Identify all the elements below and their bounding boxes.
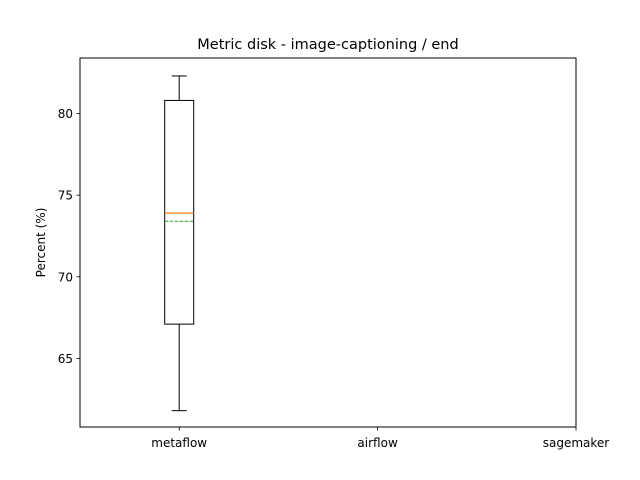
plot-area: 65 70 75 80 metaflow airflow sagemaker [58,75,610,450]
x-tick-label: airflow [357,436,398,450]
box-iqr [164,99,195,325]
chart-title: Metric disk - image-captioning / end [197,37,458,53]
y-tick-label: 70 [58,270,73,284]
x-tick-label: metaflow [151,436,207,450]
y-tick-label: 80 [58,107,73,121]
y-tick-label: 75 [58,189,73,203]
plot-frame [79,57,577,428]
y-tick-label: 65 [58,352,73,366]
y-axis-label: Percent (%) [34,208,48,278]
x-tick-label: sagemaker [543,436,610,450]
